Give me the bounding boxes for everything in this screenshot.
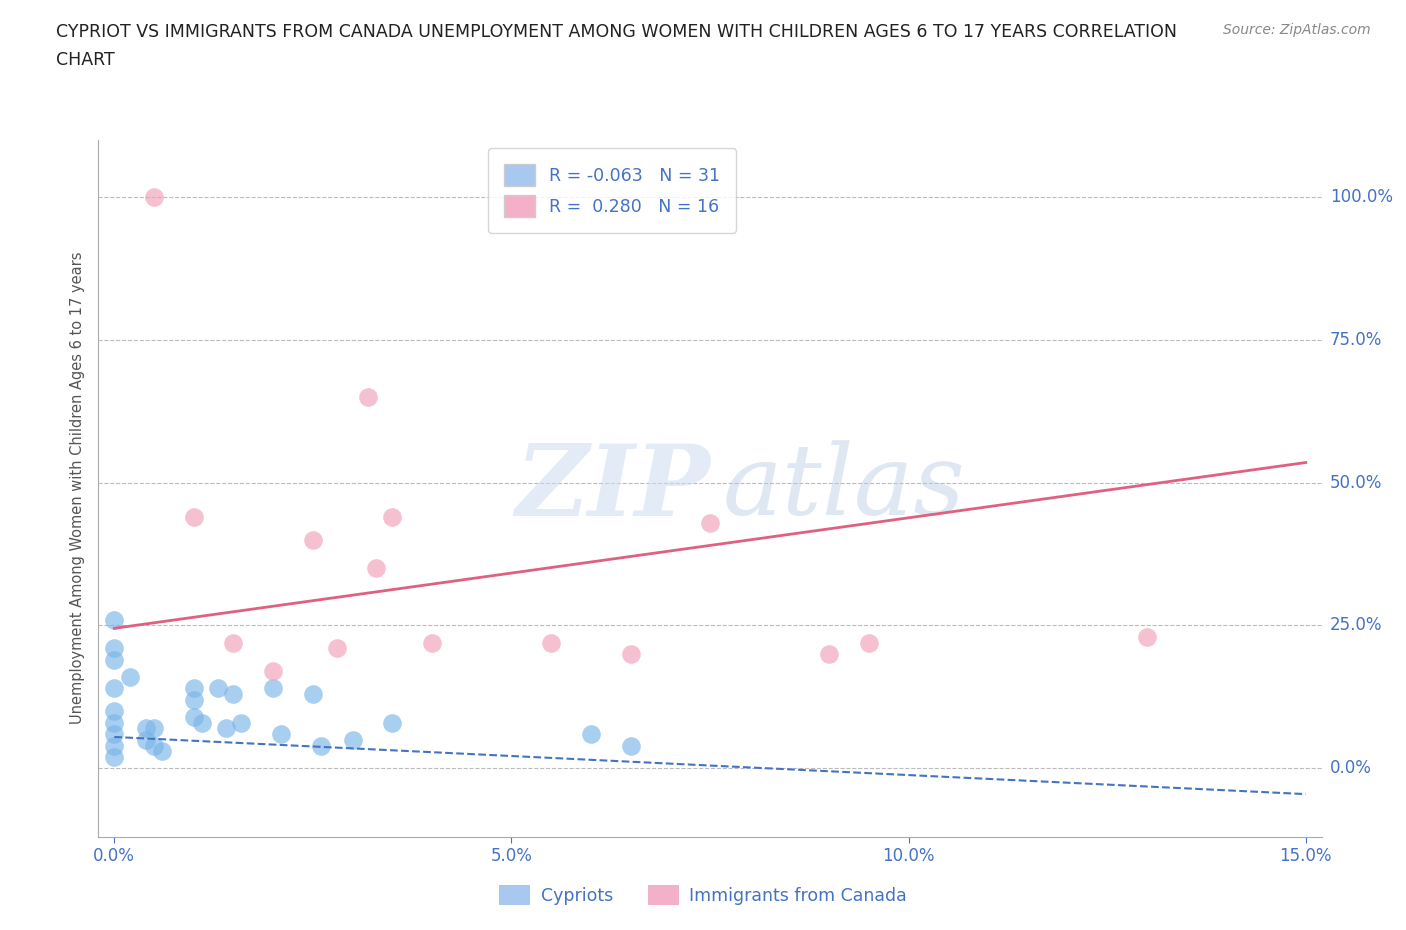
- Point: [579, 726, 602, 741]
- Point: [699, 515, 721, 530]
- Point: [143, 189, 166, 204]
- Text: CHART: CHART: [56, 51, 115, 69]
- Point: [103, 738, 125, 753]
- Point: [103, 704, 125, 719]
- Text: 50.0%: 50.0%: [1330, 473, 1382, 492]
- Text: 100.0%: 100.0%: [1330, 188, 1393, 206]
- Point: [120, 670, 142, 684]
- Point: [190, 715, 212, 730]
- Point: [381, 715, 404, 730]
- Point: [103, 652, 125, 667]
- Point: [420, 635, 443, 650]
- Point: [143, 738, 166, 753]
- Point: [342, 732, 364, 747]
- Point: [309, 738, 332, 753]
- Point: [302, 686, 325, 701]
- Text: 0.0%: 0.0%: [1330, 760, 1372, 777]
- Point: [366, 561, 388, 576]
- Point: [222, 686, 245, 701]
- Text: 75.0%: 75.0%: [1330, 330, 1382, 349]
- Text: 25.0%: 25.0%: [1330, 617, 1382, 634]
- Point: [620, 738, 643, 753]
- Point: [183, 710, 205, 724]
- Legend: Cypriots, Immigrants from Canada: Cypriots, Immigrants from Canada: [492, 878, 914, 912]
- Point: [381, 510, 404, 525]
- Point: [183, 681, 205, 696]
- Point: [620, 646, 643, 661]
- Point: [262, 664, 284, 679]
- Point: [231, 715, 253, 730]
- Point: [207, 681, 229, 696]
- Point: [103, 726, 125, 741]
- Point: [103, 641, 125, 656]
- Point: [103, 612, 125, 627]
- Point: [818, 646, 841, 661]
- Point: [222, 635, 245, 650]
- Point: [150, 744, 173, 759]
- Point: [183, 692, 205, 707]
- Point: [183, 510, 205, 525]
- Point: [270, 726, 292, 741]
- Y-axis label: Unemployment Among Women with Children Ages 6 to 17 years: Unemployment Among Women with Children A…: [70, 252, 86, 724]
- Point: [103, 750, 125, 764]
- Point: [135, 721, 157, 736]
- Point: [858, 635, 880, 650]
- Point: [357, 390, 380, 405]
- Point: [103, 681, 125, 696]
- Point: [325, 641, 347, 656]
- Text: CYPRIOT VS IMMIGRANTS FROM CANADA UNEMPLOYMENT AMONG WOMEN WITH CHILDREN AGES 6 : CYPRIOT VS IMMIGRANTS FROM CANADA UNEMPL…: [56, 23, 1177, 41]
- Text: ZIP: ZIP: [515, 440, 710, 537]
- Point: [302, 532, 325, 547]
- Point: [135, 732, 157, 747]
- Point: [540, 635, 562, 650]
- Point: [1136, 630, 1159, 644]
- Point: [143, 721, 166, 736]
- Point: [262, 681, 284, 696]
- Point: [214, 721, 236, 736]
- Point: [103, 715, 125, 730]
- Text: Source: ZipAtlas.com: Source: ZipAtlas.com: [1223, 23, 1371, 37]
- Legend: R = -0.063   N = 31, R =  0.280   N = 16: R = -0.063 N = 31, R = 0.280 N = 16: [488, 148, 735, 232]
- Text: atlas: atlas: [723, 441, 965, 536]
